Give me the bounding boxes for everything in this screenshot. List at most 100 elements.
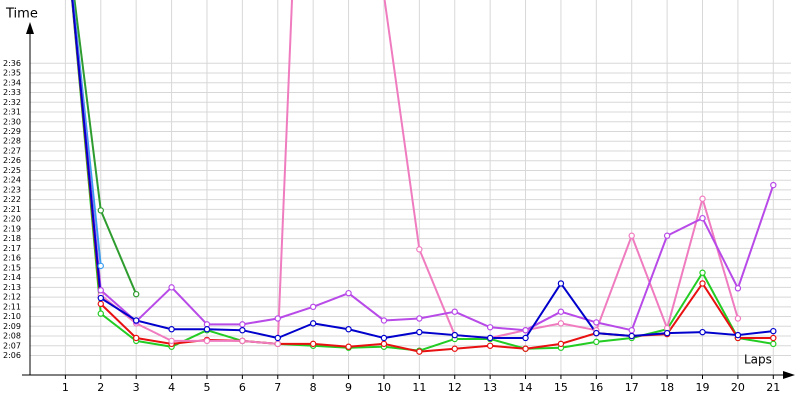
point [345,289,352,297]
point [770,327,777,335]
x-tick-label: 16 [589,381,603,394]
y-tick-label: 2:15 [3,263,21,272]
y-tick-label: 2:34 [3,78,21,87]
y-tick-label: 2:19 [3,224,21,233]
point [451,345,458,352]
point [486,342,494,349]
y-tick-label: 2:36 [3,59,21,68]
point [557,340,565,348]
y-tick-label: 2:35 [3,69,21,78]
y-tick-label: 2:06 [3,351,21,360]
point [168,326,175,333]
point [97,207,104,214]
x-tick-label: 1 [62,381,69,394]
grid [30,0,791,375]
point [522,326,529,334]
point [770,181,777,189]
point [97,300,104,308]
point [628,232,635,239]
x-tick-label: 3 [133,381,140,394]
y-tick-label: 2:10 [3,312,21,321]
point [345,326,352,333]
point [522,345,529,352]
x-tick-label: 14 [519,381,533,394]
x-tick-label: 9 [345,381,352,394]
y-tick-label: 2:07 [3,341,21,350]
point [699,280,706,287]
chart-title: Time [5,7,38,22]
point [416,328,423,336]
point [274,334,281,342]
point [699,214,706,222]
point [663,329,671,337]
point [699,269,706,276]
point [416,315,423,322]
y-tick-label: 2:18 [3,234,21,243]
point [593,319,600,326]
point [593,338,600,346]
point [309,303,317,311]
point [593,329,600,337]
y-tick-label: 2:32 [3,98,21,107]
point [239,321,246,328]
point [416,246,423,253]
x-tick-label: 5 [203,381,210,394]
point [734,315,742,322]
point [309,320,317,327]
point [239,337,246,345]
x-tick-label: 10 [377,381,391,394]
x-tick-label: 2 [97,381,104,394]
point [770,334,777,342]
point [628,326,635,334]
y-tick-label: 2:11 [3,302,21,311]
point [97,287,104,294]
point [770,340,777,348]
series-line [72,0,102,267]
y-tick-label: 2:16 [3,254,21,263]
point [380,340,388,348]
y-tick-label: 2:25 [3,166,21,175]
point [168,284,175,291]
point [132,290,140,298]
point [486,324,494,331]
y-tick-label: 2:14 [3,273,21,282]
point [522,334,529,342]
y-tick-label: 2:13 [3,283,21,292]
point [486,334,494,342]
point [203,337,211,345]
series [71,0,777,355]
point [734,331,742,339]
point [203,326,211,333]
y-tick-label: 2:17 [3,244,21,253]
y-tick-label: 2:22 [3,195,21,204]
x-axis-label: Laps [744,353,772,367]
y-tick-label: 2:08 [3,332,21,341]
y-tick-label: 2:30 [3,117,21,126]
point [557,280,565,287]
x-arrow [783,371,795,379]
y-tick-label: 2:26 [3,156,21,165]
x-tick-label: 11 [412,381,426,394]
y-tick-label: 2:33 [3,88,21,97]
point [309,340,317,348]
x-tick-label: 6 [239,381,246,394]
point [132,334,140,342]
y-tick-label: 2:20 [3,215,21,224]
point [97,294,104,302]
point [451,308,458,315]
y-tick-label: 2:12 [3,293,21,302]
point [97,262,104,270]
x-tick-label: 13 [483,381,497,394]
point [132,317,140,324]
x-tick-label: 8 [310,381,317,394]
point [451,331,458,339]
x-tick-label: 18 [660,381,674,394]
y-tick-label: 2:21 [3,205,21,214]
y-tick-label: 2:24 [3,176,21,185]
point [274,315,281,322]
x-tick-label: 20 [731,381,745,394]
x-tick-label: 19 [696,381,710,394]
x-tick-label: 21 [766,381,780,394]
y-tick-label: 2:23 [3,185,21,194]
